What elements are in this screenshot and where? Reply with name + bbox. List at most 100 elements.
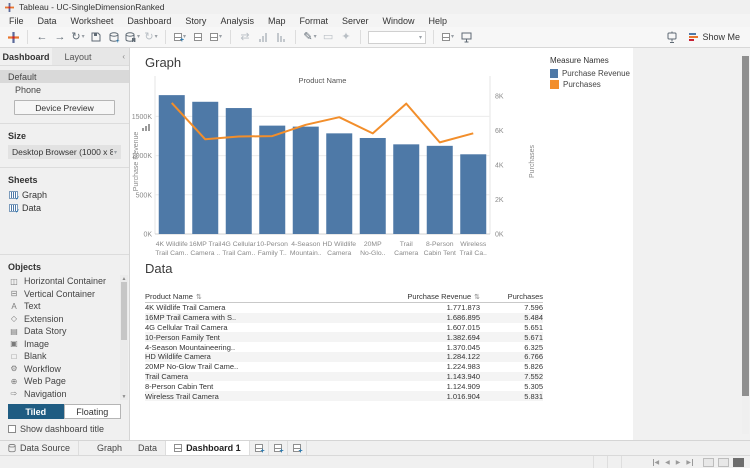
objects-scrollbar[interactable]: ▲ ▼ xyxy=(120,275,128,400)
collapse-pane-icon[interactable]: ‹ xyxy=(122,52,125,61)
data-table[interactable]: Product Name ⇅ Purchase Revenue ⇅ Purcha… xyxy=(145,291,543,401)
highlight-button[interactable]: ✎ ▾ xyxy=(303,29,317,45)
new-worksheet-button[interactable]: ▾ xyxy=(173,29,187,45)
scrollbar-thumb[interactable] xyxy=(742,56,749,396)
object-item-text[interactable]: A Text xyxy=(0,300,120,313)
show-hide-cards-button[interactable]: ▾ xyxy=(441,29,455,45)
tab-dashboard[interactable]: Dashboard xyxy=(0,48,52,65)
duplicate-sheet-button[interactable] xyxy=(191,29,205,45)
first-sheet-icon[interactable]: ◀ xyxy=(652,458,660,466)
menu-story[interactable]: Story xyxy=(185,15,207,26)
object-item-navigation[interactable]: ⇨ Navigation xyxy=(10,388,67,399)
show-sheet-sorter-button[interactable] xyxy=(733,457,744,467)
menu-analysis[interactable]: Analysis xyxy=(220,15,254,26)
bar-mark[interactable] xyxy=(393,144,420,234)
menu-file[interactable]: File xyxy=(9,15,24,26)
axis-sort-icon[interactable] xyxy=(145,126,147,131)
sort-descending-button[interactable] xyxy=(274,29,288,45)
show-sheet-tabs-button[interactable] xyxy=(703,457,714,467)
data-source-tab[interactable]: Data Source xyxy=(0,441,80,455)
sort-icon[interactable]: ⇅ xyxy=(474,293,480,301)
device-item-phone[interactable]: Phone xyxy=(15,84,42,95)
legend-item-purchases[interactable]: Purchases xyxy=(550,79,630,90)
pause-auto-updates-button[interactable]: ▾ xyxy=(125,29,140,45)
group-members-button[interactable]: ▭ xyxy=(321,29,335,45)
table-row[interactable]: 4G Cellular Trail Camera 1.607.015 5.651 xyxy=(145,323,543,333)
sheet-tab-graph[interactable]: Graph xyxy=(97,443,123,453)
menu-dashboard[interactable]: Dashboard xyxy=(127,15,172,26)
next-sheet-icon[interactable]: ▶ xyxy=(675,459,681,466)
object-item-workflow[interactable]: ⚙ Workflow xyxy=(10,363,61,374)
replay-button[interactable]: ↻ ▾ xyxy=(71,29,85,45)
previous-sheet-icon[interactable]: ◀ xyxy=(665,459,670,466)
line-mark[interactable] xyxy=(171,102,474,144)
redo-button[interactable]: → xyxy=(53,29,67,45)
show-mark-labels-button[interactable]: ✦ xyxy=(339,29,353,45)
menu-server[interactable]: Server xyxy=(341,15,369,26)
table-row[interactable]: 4-Season Mountaineering.. 1.370.045 6.325 xyxy=(145,342,543,352)
presentation-mode-button[interactable] xyxy=(459,29,473,45)
object-item-blank[interactable]: □ Blank xyxy=(0,350,120,363)
clear-sheet-button[interactable]: ▾ xyxy=(209,29,223,45)
combo-chart[interactable]: Product Name 0K 500K 1000K 1500K 0K 2K 4K 6K 8K Pu… xyxy=(132,74,544,266)
sort-ascending-button[interactable] xyxy=(256,29,270,45)
bar-mark[interactable] xyxy=(158,95,185,234)
sheet-item-data[interactable]: Data xyxy=(0,201,129,215)
size-selector[interactable]: Desktop Browser (1000 x 8... ▾ xyxy=(8,145,121,159)
object-item-web-page[interactable]: ⊕ Web Page xyxy=(10,376,66,387)
device-item-default[interactable]: Default xyxy=(0,70,129,83)
last-sheet-icon[interactable]: ▶ xyxy=(686,458,693,466)
floating-button[interactable]: Floating xyxy=(63,404,121,419)
bar-mark[interactable] xyxy=(326,133,353,234)
menu-help[interactable]: Help xyxy=(428,15,448,26)
scrollbar-thumb[interactable] xyxy=(121,282,127,340)
new-data-source-button[interactable]: + xyxy=(107,29,121,45)
undo-button[interactable]: ← xyxy=(35,29,49,45)
object-item-data-story[interactable]: ▤ Data Story xyxy=(10,326,67,337)
table-row[interactable]: 16MP Trail Camera with S.. 1.686.895 5.484 xyxy=(145,312,543,323)
table-row[interactable]: Wireless Trail Camera 1.016.904 5.831 xyxy=(145,391,543,401)
menu-format[interactable]: Format xyxy=(299,15,328,26)
menu-data[interactable]: Data xyxy=(37,15,57,26)
column-header-purchases[interactable]: Purchases xyxy=(507,292,543,301)
sheet-tab-dashboard-1[interactable]: Dashboard 1 xyxy=(165,441,250,455)
new-worksheet-tab-button[interactable] xyxy=(250,441,269,455)
show-filmstrip-button[interactable] xyxy=(718,457,729,467)
axis-sort-icon[interactable] xyxy=(148,124,150,131)
show-dashboard-title-checkbox[interactable] xyxy=(8,425,16,433)
menu-map[interactable]: Map xyxy=(267,15,286,26)
canvas-vertical-scrollbar[interactable] xyxy=(742,54,749,434)
scroll-up-icon[interactable]: ▲ xyxy=(121,275,127,282)
bar-mark[interactable] xyxy=(192,101,219,234)
sheet-item-graph[interactable]: Graph xyxy=(0,188,129,202)
swap-rows-columns-button[interactable]: ⇄ xyxy=(238,29,252,45)
new-dashboard-tab-button[interactable] xyxy=(269,441,288,455)
object-item-horizontal-container[interactable]: ◫ Horizontal Container xyxy=(10,276,107,287)
tableau-home-button[interactable] xyxy=(6,29,20,45)
menu-worksheet[interactable]: Worksheet xyxy=(70,15,114,26)
save-button[interactable] xyxy=(89,29,103,45)
table-row[interactable]: 20MP No-Glow Trail Came.. 1.224.983 5.826 xyxy=(145,362,543,372)
bar-mark[interactable] xyxy=(259,125,286,234)
column-header-product-name[interactable]: Product Name ⇅ xyxy=(145,292,202,301)
table-row[interactable]: Trail Camera 1.143.940 7.552 xyxy=(145,371,543,382)
menu-window[interactable]: Window xyxy=(382,15,415,26)
run-update-button[interactable]: ↻ ▾ xyxy=(144,29,158,45)
table-row[interactable]: 4K Wildlife Trail Camera 1.771.873 7.596 xyxy=(145,303,543,313)
measure-names-legend[interactable]: Measure Names Purchase Revenue Purchases xyxy=(550,56,630,90)
tiled-button[interactable]: Tiled xyxy=(8,404,64,419)
new-story-tab-button[interactable] xyxy=(288,441,307,455)
fit-selector[interactable]: ▾ xyxy=(368,30,427,44)
presentation-flipchart-button[interactable] xyxy=(665,29,679,45)
sheet-tab-data[interactable]: Data xyxy=(138,443,158,453)
bar-mark[interactable] xyxy=(426,145,453,234)
object-item-vertical-container[interactable]: ⊟ Vertical Container xyxy=(10,288,96,299)
bar-mark[interactable] xyxy=(359,137,386,234)
table-row[interactable]: HD Wildlife Camera 1.284.122 6.766 xyxy=(145,351,543,362)
tab-layout[interactable]: Layout xyxy=(64,51,92,62)
axis-sort-icon[interactable] xyxy=(142,128,144,131)
legend-item-purchase-revenue[interactable]: Purchase Revenue xyxy=(550,68,630,79)
object-item-image[interactable]: ▣ Image xyxy=(10,338,50,349)
sort-icon[interactable]: ⇅ xyxy=(195,293,202,301)
table-row[interactable]: 10-Person Family Tent 1.382.694 5.671 xyxy=(145,332,543,343)
